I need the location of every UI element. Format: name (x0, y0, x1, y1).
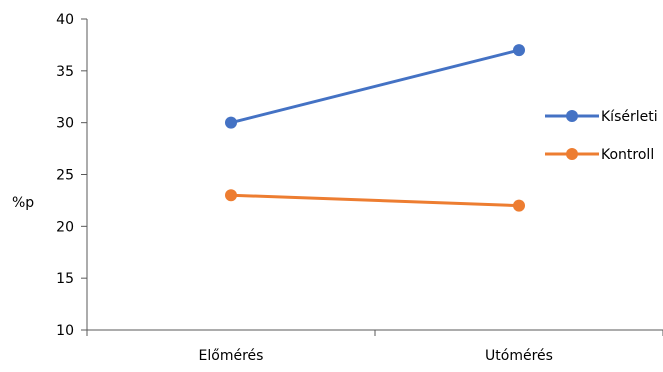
y-tick-label: 35 (56, 64, 74, 80)
legend-item: Kísérleti (545, 109, 658, 125)
y-axis-title: %p (12, 195, 34, 211)
axes: 10 15 20 25 30 35 40 Előmérés Utómérés (56, 12, 663, 364)
x-tick-label: Utómérés (485, 348, 553, 364)
x-tick-label: Előmérés (199, 348, 264, 364)
series-line (230, 193, 520, 208)
data-point (513, 199, 525, 212)
legend-label: Kísérleti (601, 109, 658, 125)
data-point (225, 116, 237, 129)
y-tick-label: 40 (56, 12, 74, 28)
y-tick-label: 15 (56, 271, 74, 287)
series-layer (225, 44, 525, 212)
legend-item: Kontroll (545, 147, 654, 163)
y-tick-label: 20 (56, 219, 74, 235)
y-tick-label: 30 (56, 116, 74, 132)
data-point (513, 44, 525, 57)
series-line (230, 48, 520, 125)
y-tick-label: 25 (56, 168, 74, 184)
legend: Kísérleti Kontroll (545, 109, 658, 163)
series-0 (225, 44, 525, 129)
legend-marker (566, 110, 578, 122)
y-tick-label: 10 (56, 323, 74, 339)
legend-marker (566, 148, 578, 160)
data-point (225, 189, 237, 202)
series-1 (225, 189, 525, 212)
legend-label: Kontroll (601, 147, 654, 163)
